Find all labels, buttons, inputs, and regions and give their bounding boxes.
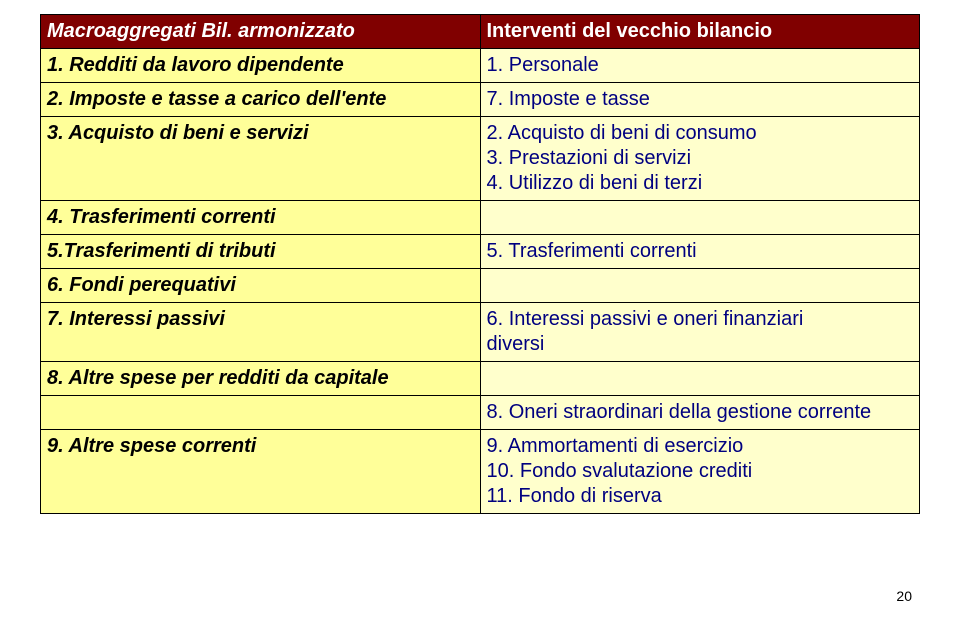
table-header-row: Macroaggregati Bil. armonizzato Interven… <box>41 15 920 49</box>
row-left: 5.Trasferimenti di tributi <box>41 235 481 269</box>
header-right: Interventi del vecchio bilancio <box>480 15 920 49</box>
table-row: 1. Redditi da lavoro dipendente 1. Perso… <box>41 49 920 83</box>
table-row: 3. Acquisto di beni e servizi 2. Acquist… <box>41 117 920 201</box>
row-left: 2. Imposte e tasse a carico dell'ente <box>41 83 481 117</box>
row-left: 9. Altre spese correnti <box>41 430 481 514</box>
row-right: 6. Interessi passivi e oneri finanziari … <box>480 303 920 362</box>
row-left: 6. Fondi perequativi <box>41 269 481 303</box>
table-row: 7. Interessi passivi 6. Interessi passiv… <box>41 303 920 362</box>
table-row: 9. Altre spese correnti 9. Ammortamenti … <box>41 430 920 514</box>
page-number: 20 <box>896 588 912 604</box>
row-right <box>480 362 920 396</box>
row-left: 8. Altre spese per redditi da capitale <box>41 362 481 396</box>
right-line: 3. Prestazioni di servizi <box>487 146 914 171</box>
right-line: 4. Utilizzo di beni di terzi <box>487 171 914 196</box>
right-line: 2. Acquisto di beni di consumo <box>487 121 914 146</box>
table-row: 8. Altre spese per redditi da capitale <box>41 362 920 396</box>
header-left: Macroaggregati Bil. armonizzato <box>41 15 481 49</box>
table-row: 5.Trasferimenti di tributi 5. Trasferime… <box>41 235 920 269</box>
right-line: 6. Interessi passivi e oneri finanziari <box>487 307 914 332</box>
row-right <box>480 201 920 235</box>
comparison-table: Macroaggregati Bil. armonizzato Interven… <box>40 14 920 514</box>
table-row: 2. Imposte e tasse a carico dell'ente 7.… <box>41 83 920 117</box>
row-right <box>480 269 920 303</box>
right-line: 11. Fondo di riserva <box>487 484 914 509</box>
row-left: 4. Trasferimenti correnti <box>41 201 481 235</box>
row-left: 3. Acquisto di beni e servizi <box>41 117 481 201</box>
row-right: 1. Personale <box>480 49 920 83</box>
row-right: 8. Oneri straordinari della gestione cor… <box>480 396 920 430</box>
row-right: 5. Trasferimenti correnti <box>480 235 920 269</box>
row-left <box>41 396 481 430</box>
row-right: 7. Imposte e tasse <box>480 83 920 117</box>
row-left: 1. Redditi da lavoro dipendente <box>41 49 481 83</box>
row-right: 9. Ammortamenti di esercizio 10. Fondo s… <box>480 430 920 514</box>
row-left: 7. Interessi passivi <box>41 303 481 362</box>
table-row: 8. Oneri straordinari della gestione cor… <box>41 396 920 430</box>
right-line: 10. Fondo svalutazione crediti <box>487 459 914 484</box>
row-right: 2. Acquisto di beni di consumo 3. Presta… <box>480 117 920 201</box>
table-row: 6. Fondi perequativi <box>41 269 920 303</box>
right-line: 9. Ammortamenti di esercizio <box>487 434 914 459</box>
table-row: 4. Trasferimenti correnti <box>41 201 920 235</box>
right-line: diversi <box>487 332 914 357</box>
